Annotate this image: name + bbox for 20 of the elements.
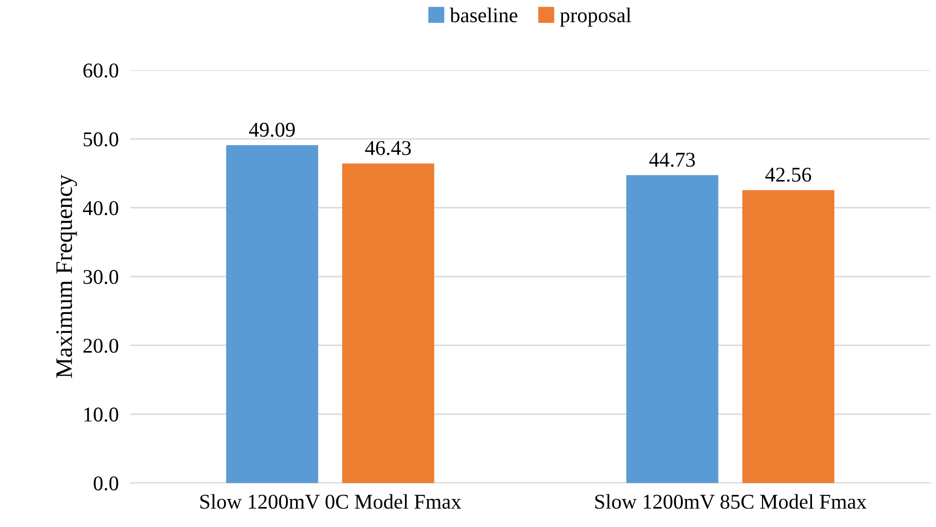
y-tick-label: 0.0: [94, 476, 118, 491]
bar: [626, 175, 718, 483]
bar: [342, 163, 434, 483]
y-tick-label: 30.0: [84, 270, 118, 284]
y-tick-label: 20.0: [83, 338, 118, 353]
data-label: 44.73: [649, 152, 695, 167]
y-tick-label: 10.0: [84, 408, 118, 422]
legend-label: baseline: [450, 8, 518, 22]
x-tick-label: Slow 1200mV 0C Model Fmax: [200, 494, 462, 509]
data-label: 46.43: [365, 141, 411, 156]
y-tick-label: 60.0: [83, 63, 118, 78]
bar: [742, 190, 834, 483]
x-tick-label: Slow 1200mV 85C Model Fmax: [595, 494, 866, 509]
y-tick-label: 40.0: [82, 201, 118, 216]
data-label: 42.56: [765, 168, 812, 182]
legend-label: proposal: [560, 8, 632, 27]
bar: [226, 145, 318, 483]
y-tick-label: 50.0: [84, 132, 118, 146]
y-axis-title: Maximum Frequency: [56, 174, 77, 378]
data-label: 49.09: [249, 122, 295, 137]
